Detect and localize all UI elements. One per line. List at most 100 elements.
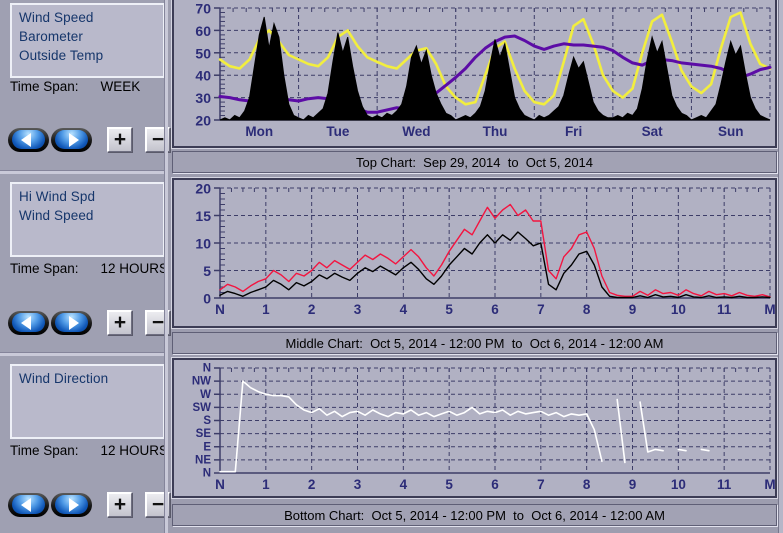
time-span-label: Time Span:	[10, 261, 79, 276]
bottom-time-span: Time Span: 12 HOURS	[10, 443, 168, 458]
time-span-label: Time Span:	[10, 443, 79, 458]
svg-text:NE: NE	[195, 454, 211, 466]
top-chart-plot: 20 30 40 50 60 70 Mon Tue Wed Thu Fri Sat Sun	[195, 1, 772, 139]
top-zoom-in-button[interactable]: +	[107, 127, 132, 152]
top-chart-caption: Top Chart: Sep 29, 2014 to Oct 5, 2014	[172, 151, 777, 173]
svg-text:30: 30	[195, 90, 211, 106]
svg-text:N: N	[215, 477, 225, 492]
control-column: Wind Speed Barometer Outside Temp Time S…	[0, 0, 170, 533]
svg-text:11: 11	[717, 477, 732, 492]
time-span-label: Time Span:	[10, 79, 79, 94]
bottom-chart-series-listbox: Wind Direction	[10, 364, 165, 439]
svg-text:SE: SE	[196, 428, 212, 440]
svg-text:Tue: Tue	[326, 124, 349, 139]
top-chart-controls: Wind Speed Barometer Outside Temp Time S…	[0, 0, 170, 170]
svg-text:3: 3	[354, 302, 362, 317]
svg-text:4: 4	[400, 477, 408, 492]
svg-text:0: 0	[203, 291, 211, 307]
middle-zoom-in-button[interactable]: +	[107, 310, 132, 335]
svg-text:Sat: Sat	[642, 124, 664, 139]
middle-chart-caption: Middle Chart: Oct 5, 2014 - 12:00 PM to …	[172, 332, 777, 354]
svg-text:3: 3	[354, 477, 362, 492]
right-arrow-icon	[69, 315, 79, 330]
top-scroll-right-button[interactable]	[51, 127, 92, 152]
svg-text:20: 20	[195, 113, 211, 129]
svg-text:2: 2	[308, 302, 316, 317]
left-arrow-icon	[21, 132, 31, 147]
middle-chart-plot: 0 5 10 15 20 N 1 2 3 4 5 6 7 8 9 10 11 M	[195, 181, 775, 318]
svg-text:M: M	[764, 477, 775, 492]
svg-text:1: 1	[262, 477, 270, 492]
svg-text:6: 6	[491, 302, 499, 317]
svg-text:N: N	[215, 302, 225, 317]
svg-text:11: 11	[717, 302, 732, 317]
section-divider	[0, 352, 164, 356]
svg-text:N: N	[203, 363, 211, 375]
middle-scroll-right-button[interactable]	[51, 310, 92, 335]
svg-text:E: E	[203, 441, 211, 453]
svg-text:15: 15	[195, 208, 211, 224]
svg-text:9: 9	[629, 302, 637, 317]
svg-text:40: 40	[195, 68, 211, 84]
bottom-chart-panel: N NE E SE S SW W NW N N 1 2 3 4 5 6 7 8 9 10 11 M	[171, 357, 778, 499]
series-item-wind-direction[interactable]: Wind Direction	[19, 371, 109, 386]
middle-chart-series-listbox: Hi Wind Spd Wind Speed	[10, 182, 165, 257]
bottom-scroll-right-button[interactable]	[51, 492, 92, 517]
svg-text:7: 7	[537, 302, 545, 317]
svg-text:60: 60	[195, 23, 211, 39]
svg-text:S: S	[203, 415, 211, 427]
bottom-scroll-left-button[interactable]	[8, 492, 49, 517]
svg-text:5: 5	[445, 477, 453, 492]
svg-text:Fri: Fri	[565, 124, 582, 139]
series-item-barometer[interactable]: Barometer	[19, 29, 83, 44]
series-item-outside-temp[interactable]: Outside Temp	[19, 48, 104, 63]
svg-text:N: N	[203, 468, 211, 480]
svg-text:10: 10	[671, 477, 686, 492]
svg-text:9: 9	[629, 477, 637, 492]
middle-chart-controls: Hi Wind Spd Wind Speed Time Span: 12 HOUR…	[0, 173, 170, 351]
svg-text:70: 70	[195, 1, 211, 17]
window-edge-strip[interactable]	[778, 0, 783, 533]
svg-text:2: 2	[308, 477, 316, 492]
bottom-chart-controls: Wind Direction Time Span: 12 HOURS + −	[0, 355, 170, 533]
series-item-wind-speed[interactable]: Wind Speed	[19, 208, 94, 223]
svg-text:5: 5	[203, 263, 211, 279]
left-arrow-icon	[21, 315, 31, 330]
svg-text:NW: NW	[192, 376, 211, 388]
svg-text:10: 10	[671, 302, 686, 317]
top-time-span: Time Span: WEEK	[10, 79, 140, 94]
middle-time-span: Time Span: 12 HOURS	[10, 261, 168, 276]
svg-text:Mon: Mon	[245, 124, 273, 139]
top-chart-panel: 20 30 40 50 60 70 Mon Tue Wed Thu Fri Sat Sun	[171, 0, 778, 149]
svg-text:W: W	[200, 389, 211, 401]
top-scroll-left-button[interactable]	[8, 127, 49, 152]
bottom-zoom-in-button[interactable]: +	[107, 492, 132, 517]
svg-text:M: M	[764, 302, 775, 317]
svg-text:7: 7	[537, 477, 545, 492]
time-span-value: 12 HOURS	[100, 261, 169, 276]
svg-text:8: 8	[583, 477, 591, 492]
series-item-hi-wind-spd[interactable]: Hi Wind Spd	[19, 189, 96, 204]
svg-text:4: 4	[400, 302, 408, 317]
column-divider	[164, 0, 168, 533]
middle-scroll-left-button[interactable]	[8, 310, 49, 335]
right-arrow-icon	[69, 132, 79, 147]
svg-text:Sun: Sun	[718, 124, 744, 139]
top-chart-series-listbox: Wind Speed Barometer Outside Temp	[10, 3, 165, 78]
svg-text:1: 1	[262, 302, 270, 317]
bottom-chart-caption: Bottom Chart: Oct 5, 2014 - 12:00 PM to …	[172, 504, 777, 526]
svg-text:Thu: Thu	[483, 124, 508, 139]
right-arrow-icon	[69, 497, 79, 512]
svg-text:SW: SW	[192, 402, 211, 414]
svg-text:10: 10	[195, 236, 211, 252]
svg-text:6: 6	[491, 477, 499, 492]
section-divider	[0, 170, 164, 174]
svg-text:5: 5	[445, 302, 453, 317]
svg-text:20: 20	[195, 181, 211, 197]
svg-text:50: 50	[195, 45, 211, 61]
series-item-wind-speed[interactable]: Wind Speed	[19, 10, 94, 25]
left-arrow-icon	[21, 497, 31, 512]
time-span-value: 12 HOURS	[100, 443, 169, 458]
